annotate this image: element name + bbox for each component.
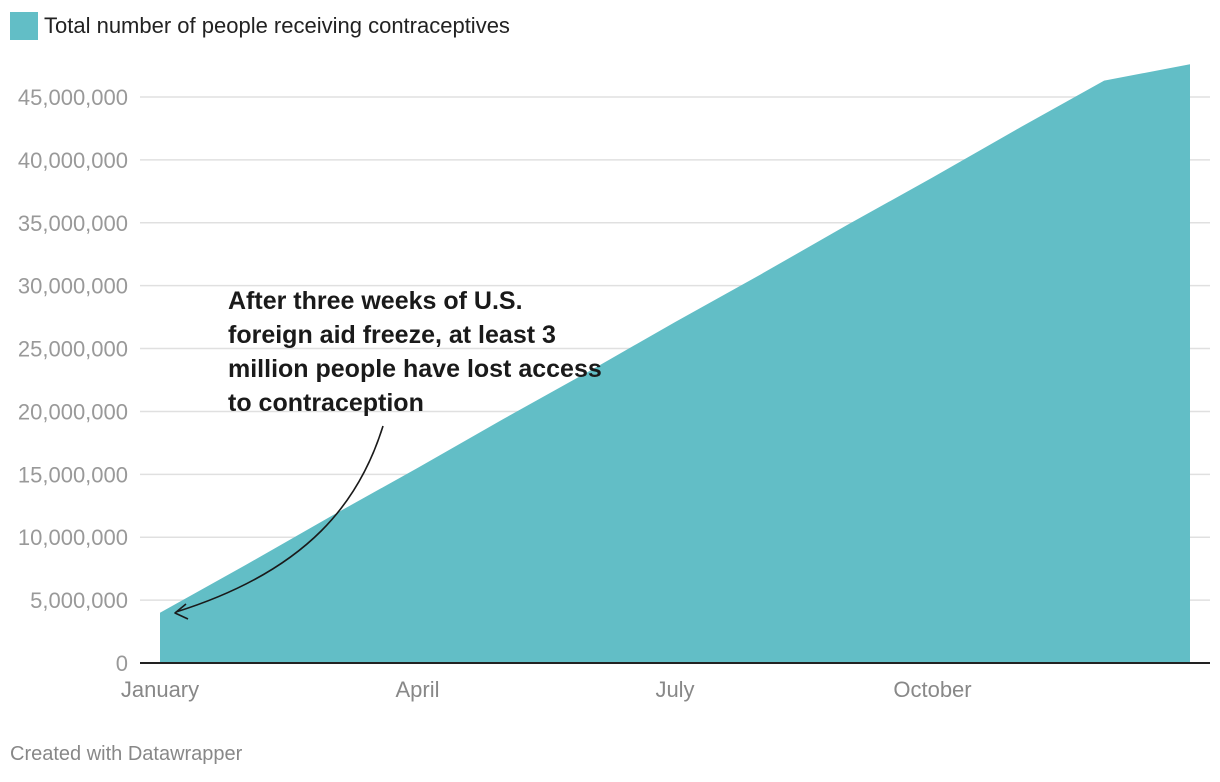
annotation-arrow-layer (174, 425, 384, 620)
y-tick-label: 0 (116, 651, 128, 676)
area-series (160, 64, 1190, 663)
legend-label: Total number of people receiving contrac… (44, 13, 510, 38)
area-layer (160, 64, 1190, 663)
y-tick-label: 40,000,000 (18, 148, 128, 173)
y-tick-label: 10,000,000 (18, 525, 128, 550)
x-tick-label: April (395, 677, 439, 702)
y-tick-label: 35,000,000 (18, 211, 128, 236)
annotation-arrowhead (174, 603, 189, 620)
y-tick-label: 20,000,000 (18, 399, 128, 424)
y-tick-label: 30,000,000 (18, 274, 128, 299)
y-tick-label: 5,000,000 (30, 588, 128, 613)
y-tick-label: 25,000,000 (18, 337, 128, 362)
annotation-text: After three weeks of U.S. foreign aid fr… (228, 287, 602, 417)
x-tick-label: January (121, 677, 199, 702)
legend-swatch (10, 12, 38, 40)
legend: Total number of people receiving contrac… (10, 12, 510, 40)
y-tick-label: 15,000,000 (18, 462, 128, 487)
footer-credit: Created with Datawrapper (10, 743, 243, 765)
x-tick-label: October (893, 677, 971, 702)
annotation-arrow (175, 425, 384, 613)
x-tick-label: July (655, 677, 694, 702)
axis-layer: 0 5,000,000 10,000,000 15,000,000 20,000,000… (18, 85, 1210, 702)
y-tick-label: 45,000,000 (18, 85, 128, 110)
